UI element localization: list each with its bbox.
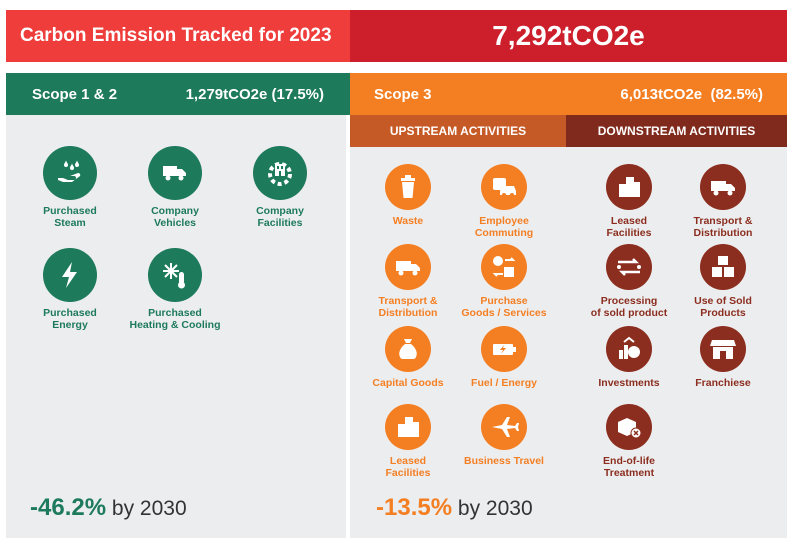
scope3-target-suffix: by 2030	[457, 497, 533, 520]
downstream-label: DOWNSTREAM ACTIVITIES	[597, 124, 756, 138]
total-emission: 7,292tCO2e	[492, 20, 645, 51]
upstream-item-employee-commuting: Employee Commuting	[449, 164, 559, 239]
scope3-target-pct: -13.5%	[376, 494, 453, 521]
item-label: Employee Commuting	[474, 215, 534, 239]
item-label: Purchased Energy	[43, 307, 97, 331]
page-title: Carbon Emission Tracked for 2023	[20, 25, 332, 46]
goods-exchange-icon	[481, 244, 527, 290]
item-label: Investments	[598, 377, 660, 389]
scope12-target-pct: -46.2%	[30, 494, 107, 521]
title-banner: Carbon Emission Tracked for 2023	[6, 10, 350, 62]
scope3-label: Scope 3	[374, 85, 432, 103]
scope3-target: -13.5% by 2030	[376, 494, 533, 522]
truck-icon	[385, 244, 431, 290]
item-label: Company Vehicles	[151, 205, 199, 229]
item-label: Transport & Distribution	[378, 295, 438, 319]
buildings-icon	[385, 404, 431, 450]
scope12-label: Scope 1 & 2	[32, 85, 118, 103]
scope12-item-purchased-steam: Purchased Steam	[15, 146, 125, 229]
upstream-item-business-travel: Business Travel	[449, 404, 559, 467]
scope12-value: 1,279tCO2e (17.5%)	[185, 85, 324, 103]
item-label: Purchased Steam	[43, 205, 97, 229]
scope12-item-purchased-heating-cooling: Purchased Heating & Cooling	[120, 248, 230, 331]
item-label: Leased Facilities	[606, 215, 652, 239]
upstream-item-fuel-energy: Fuel / Energy	[449, 326, 559, 389]
scope3-bar: Scope 3 6,013tCO2e (82.5%)	[350, 73, 787, 115]
scope12-target: -46.2% by 2030	[30, 494, 187, 522]
upstream-label: UPSTREAM ACTIVITIES	[389, 124, 527, 138]
snowflake-thermometer-icon	[148, 248, 202, 302]
steam-hand-icon	[43, 146, 97, 200]
lightning-icon	[43, 248, 97, 302]
item-label: Fuel / Energy	[471, 377, 537, 389]
item-label: Leased Facilities	[385, 455, 431, 479]
scope12-item-purchased-energy: Purchased Energy	[15, 248, 125, 331]
scope12-bar: Scope 1 & 2 1,279tCO2e (17.5%)	[6, 73, 350, 115]
upstream-item-waste: Waste	[353, 164, 463, 227]
investment-icon	[606, 326, 652, 372]
item-label: Company Facilities	[256, 205, 304, 229]
trash-icon	[385, 164, 431, 210]
upstream-item-capital-goods: Capital Goods	[353, 326, 463, 389]
facility-gear-icon	[253, 146, 307, 200]
money-bag-icon	[385, 326, 431, 372]
boxes-icon	[700, 244, 746, 290]
delivery-truck-icon	[700, 164, 746, 210]
item-label: Transport & Distribution	[693, 215, 753, 239]
upstream-header: UPSTREAM ACTIVITIES	[350, 115, 566, 147]
battery-icon	[481, 326, 527, 372]
scope12-target-suffix: by 2030	[111, 497, 187, 520]
item-label: Purchased Heating & Cooling	[129, 307, 221, 331]
storefront-icon	[700, 326, 746, 372]
downstream-header: DOWNSTREAM ACTIVITIES	[566, 115, 787, 147]
item-label: Purchase Goods / Services	[461, 295, 547, 319]
item-label: Capital Goods	[372, 377, 444, 389]
scope3-value: 6,013tCO2e (82.5%)	[620, 85, 763, 103]
process-arrows-icon	[606, 244, 652, 290]
total-banner: 7,292tCO2e	[350, 10, 787, 62]
item-label: Use of Sold Products	[694, 295, 752, 319]
scope12-item-company-vehicles: Company Vehicles	[120, 146, 230, 229]
downstream-item-franchiese: Franchiese	[668, 326, 778, 389]
item-label: Franchiese	[695, 377, 751, 389]
item-label: Processing of sold product	[590, 295, 668, 319]
downstream-item-processing: Processing of sold product	[574, 244, 684, 319]
item-label: Waste	[392, 215, 424, 227]
downstream-item-transport-distribution: Transport & Distribution	[668, 164, 778, 239]
buildings-icon	[606, 164, 652, 210]
downstream-item-use-of-sold-products: Use of Sold Products	[668, 244, 778, 319]
downstream-item-end-of-life: End-of-life Treatment	[574, 404, 684, 479]
downstream-item-investments: Investments	[574, 326, 684, 389]
car-bus-icon	[481, 164, 527, 210]
upstream-item-purchase-goods: Purchase Goods / Services	[449, 244, 559, 319]
upstream-item-transport-distribution: Transport & Distribution	[353, 244, 463, 319]
item-label: End-of-life Treatment	[603, 455, 655, 479]
box-disposal-icon	[606, 404, 652, 450]
airplane-icon	[481, 404, 527, 450]
item-label: Business Travel	[464, 455, 544, 467]
scope12-item-company-facilities: Company Facilities	[225, 146, 335, 229]
truck-car-icon	[148, 146, 202, 200]
downstream-item-leased-facilities: Leased Facilities	[574, 164, 684, 239]
upstream-item-leased-facilities: Leased Facilities	[353, 404, 463, 479]
